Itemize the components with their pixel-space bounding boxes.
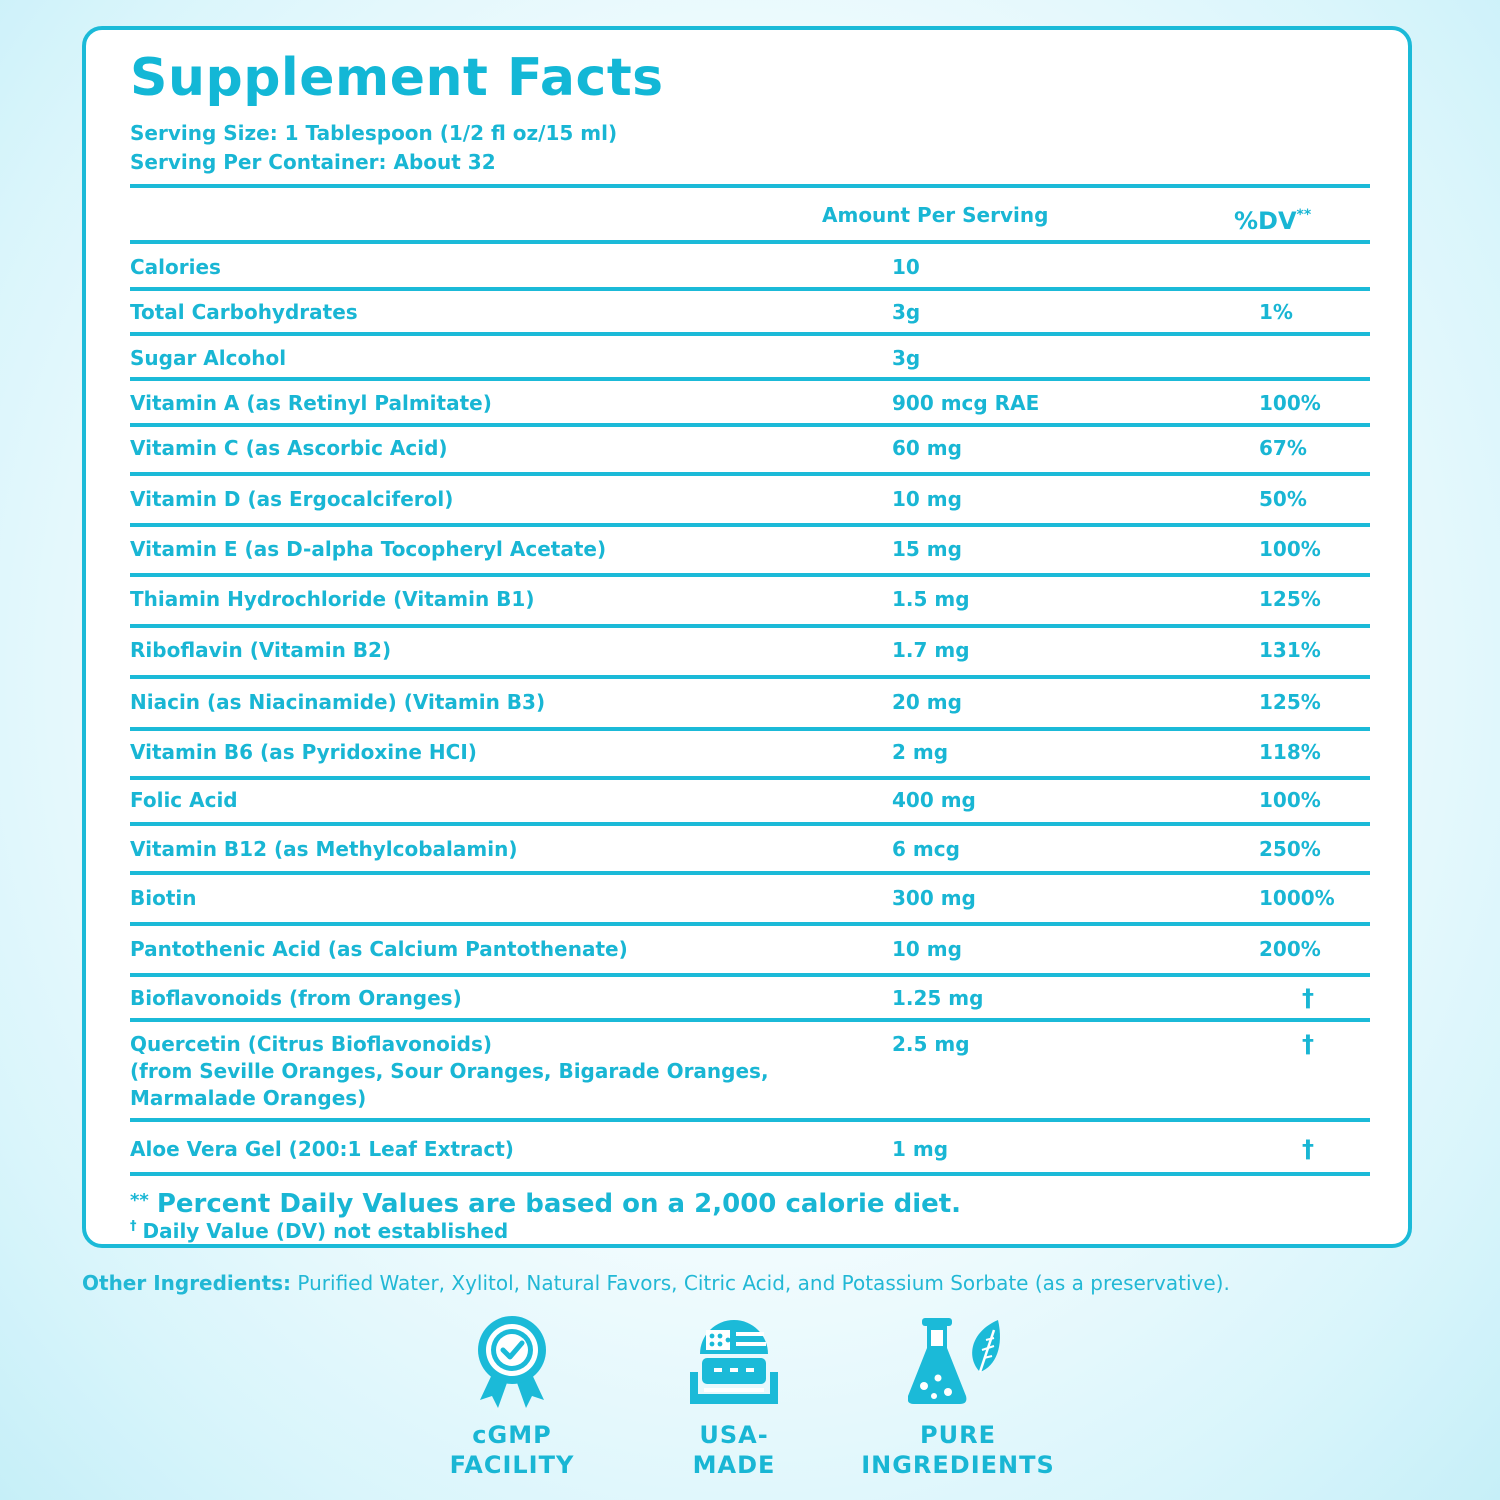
column-header-amount: Amount Per Serving <box>822 203 1049 227</box>
nutrient-amount: 10 mg <box>892 487 962 511</box>
supplement-facts-panel <box>82 26 1412 1248</box>
nutrient-dv: 1% <box>1259 300 1293 324</box>
nutrient-name: Niacin (as Niacinamide) (Vitamin B3) <box>130 690 546 714</box>
divider <box>130 822 1370 826</box>
nutrient-dv: 118% <box>1259 740 1321 764</box>
divider <box>130 922 1370 926</box>
divider <box>130 423 1370 427</box>
nutrient-dv: 250% <box>1259 837 1321 861</box>
divider <box>130 472 1370 476</box>
servings-per-container: Serving Per Container: About 32 <box>130 150 496 174</box>
nutrient-amount: 60 mg <box>892 436 962 460</box>
nutrient-amount: 3g <box>892 346 921 370</box>
nutrient-amount: 1.5 mg <box>892 587 970 611</box>
nutrient-amount: 10 <box>892 255 920 279</box>
nutrient-name: Calories <box>130 255 221 279</box>
nutrient-amount: 2 mg <box>892 740 949 764</box>
nutrient-amount: 1.25 mg <box>892 986 984 1010</box>
usa-flag-icon <box>690 1320 778 1404</box>
nutrient-dv: 100% <box>1259 537 1321 561</box>
nutrient-dv: † <box>1302 1135 1314 1163</box>
divider <box>130 871 1370 875</box>
nutrient-name: Thiamin Hydrochloride (Vitamin B1) <box>130 587 535 611</box>
divider <box>130 1172 1370 1176</box>
divider <box>130 332 1370 336</box>
nutrient-dv: 1000% <box>1259 886 1335 910</box>
badge-cgmp: cGMP FACILITY <box>392 1312 632 1480</box>
divider <box>130 973 1370 977</box>
divider <box>130 184 1370 188</box>
nutrient-dv: 131% <box>1259 638 1321 662</box>
divider <box>130 523 1370 527</box>
nutrient-amount: 6 mcg <box>892 837 960 861</box>
nutrient-name: Bioflavonoids (from Oranges) <box>130 986 462 1010</box>
nutrient-name: Pantothenic Acid (as Calcium Pantothenat… <box>130 937 628 961</box>
badge-label: USA- MADE <box>692 1421 776 1479</box>
nutrient-dv: 100% <box>1259 788 1321 812</box>
nutrient-name: Vitamin E (as D-alpha Tocopheryl Acetate… <box>130 537 607 561</box>
nutrient-name: Vitamin D (as Ergocalciferol) <box>130 487 454 511</box>
badge-label: cGMP FACILITY <box>449 1421 575 1479</box>
nutrient-amount: 10 mg <box>892 937 962 961</box>
divider <box>130 776 1370 780</box>
nutrient-dv: 125% <box>1259 690 1321 714</box>
divider <box>130 240 1370 244</box>
page-title: Supplement Facts <box>130 48 664 108</box>
badge-usa: USA- MADE <box>614 1312 854 1480</box>
column-header-dv: %DV** <box>1234 207 1312 235</box>
divider <box>130 573 1370 577</box>
nutrient-amount: 1 mg <box>892 1137 949 1161</box>
nutrient-name: Vitamin A (as Retinyl Palmitate) <box>130 391 492 415</box>
badge-pure: PURE INGREDIENTS <box>838 1312 1078 1480</box>
divider <box>130 675 1370 679</box>
nutrient-dv: 200% <box>1259 937 1321 961</box>
nutrient-amount: 1.7 mg <box>892 638 970 662</box>
nutrient-name: Vitamin B12 (as Methylcobalamin) <box>130 837 518 861</box>
nutrient-amount: 400 mg <box>892 788 976 812</box>
flask-leaf-icon <box>908 1318 1000 1404</box>
nutrient-amount: 300 mg <box>892 886 976 910</box>
nutrient-name: Sugar Alcohol <box>130 346 287 370</box>
serving-size: Serving Size: 1 Tablespoon (1/2 fl oz/15… <box>130 121 618 145</box>
nutrient-name: Quercetin (Citrus Bioflavonoids) (from S… <box>130 1032 769 1110</box>
nutrient-amount: 2.5 mg <box>892 1032 970 1056</box>
certified-seal-icon <box>478 1316 546 1408</box>
nutrient-dv: 100% <box>1259 391 1321 415</box>
other-ingredients: Other Ingredients: Purified Water, Xylit… <box>82 1271 1230 1295</box>
nutrient-amount: 15 mg <box>892 537 962 561</box>
divider <box>130 377 1370 381</box>
divider <box>130 1118 1370 1122</box>
nutrient-name: Vitamin B6 (as Pyridoxine HCI) <box>130 740 477 764</box>
nutrient-dv: † <box>1302 1030 1314 1058</box>
nutrient-dv: 50% <box>1259 487 1307 511</box>
nutrient-name: Biotin <box>130 886 197 910</box>
nutrient-amount: 900 mcg RAE <box>892 391 1040 415</box>
divider <box>130 1018 1370 1022</box>
nutrient-name: Total Carbohydrates <box>130 300 358 324</box>
badge-label: PURE INGREDIENTS <box>861 1421 1055 1479</box>
divider <box>130 287 1370 291</box>
nutrient-name: Riboflavin (Vitamin B2) <box>130 638 392 662</box>
nutrient-dv: † <box>1302 984 1314 1012</box>
dagger-footnote: † Daily Value (DV) not established <box>130 1219 509 1243</box>
nutrient-name: Aloe Vera Gel (200:1 Leaf Extract) <box>130 1137 514 1161</box>
divider <box>130 624 1370 628</box>
nutrient-dv: 67% <box>1259 436 1307 460</box>
dv-footnote: ** Percent Daily Values are based on a 2,… <box>130 1189 962 1219</box>
nutrient-dv: 125% <box>1259 587 1321 611</box>
nutrient-name: Vitamin C (as Ascorbic Acid) <box>130 436 448 460</box>
divider <box>130 727 1370 731</box>
nutrient-amount: 20 mg <box>892 690 962 714</box>
nutrient-name: Folic Acid <box>130 788 238 812</box>
nutrient-amount: 3g <box>892 300 921 324</box>
